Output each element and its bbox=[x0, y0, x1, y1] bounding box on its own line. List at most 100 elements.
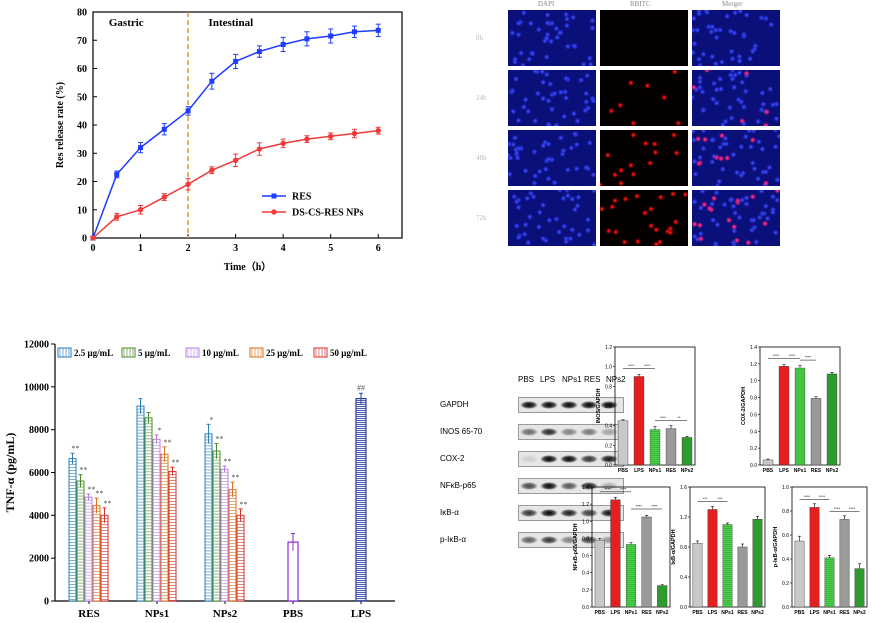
bar bbox=[625, 544, 637, 608]
category-label: PBS bbox=[595, 610, 606, 616]
y-tick-label: 0.4 bbox=[782, 557, 789, 563]
significance-label: ** bbox=[232, 473, 240, 482]
legend-swatch bbox=[121, 347, 136, 358]
category-label: NPs2 bbox=[853, 610, 866, 616]
y-tick-label: 0.4 bbox=[680, 575, 687, 581]
category-label: LPS bbox=[779, 468, 789, 474]
y-tick-label: 0.8 bbox=[605, 384, 612, 390]
legend-label: 10 μg/mL bbox=[202, 348, 239, 358]
data-point bbox=[375, 27, 381, 33]
significance-label: **** bbox=[651, 504, 658, 509]
significance-label: ** bbox=[216, 435, 224, 444]
y-tick-label: 0.0 bbox=[605, 463, 612, 469]
bar bbox=[594, 539, 605, 608]
data-point bbox=[114, 171, 120, 177]
significance-label: ** bbox=[164, 438, 172, 447]
y-axis-label: INOS/GAPDH bbox=[596, 389, 602, 424]
data-point bbox=[233, 58, 239, 64]
y-tick-label: 0.2 bbox=[750, 446, 757, 452]
y-tick-label: 0.4 bbox=[605, 424, 612, 430]
x-tick-label: 6 bbox=[376, 243, 381, 254]
significance-label: ** bbox=[172, 458, 180, 467]
micro-image-merger bbox=[692, 190, 780, 246]
category-label: RES bbox=[666, 468, 677, 474]
annotation-gastric: Gastric bbox=[109, 17, 144, 29]
data-point bbox=[351, 29, 357, 35]
significance-label: **** bbox=[660, 415, 667, 420]
category-label: NPs2 bbox=[751, 610, 764, 616]
micro-image-dapi bbox=[508, 10, 596, 66]
annotation-intestinal: Intestinal bbox=[209, 17, 254, 29]
y-axis-label: TNF-α (pg/mL) bbox=[3, 433, 17, 513]
bar bbox=[68, 458, 77, 602]
data-point bbox=[304, 136, 310, 142]
y-axis-label: Res release rate (%) bbox=[55, 82, 66, 168]
y-tick-label: 1.0 bbox=[605, 365, 612, 371]
legend-label-1: RES bbox=[292, 192, 312, 203]
y-tick-label: 0.6 bbox=[782, 533, 789, 539]
data-point bbox=[328, 33, 334, 39]
western-blot-lane-labels: PBS LPS NPs1 RES NPs2 bbox=[518, 375, 628, 389]
legend-swatch bbox=[313, 347, 328, 358]
bar bbox=[657, 585, 668, 608]
legend-label: 50 μg/mL bbox=[330, 348, 367, 358]
blot-strip bbox=[518, 505, 624, 521]
y-tick-label: 0.8 bbox=[680, 545, 687, 551]
y-tick-label: 0.4 bbox=[582, 571, 589, 577]
micro-column-label: RBITC bbox=[630, 0, 651, 8]
bar bbox=[136, 405, 145, 602]
y-tick-label: 60 bbox=[77, 64, 87, 75]
blot-row: GAPDH bbox=[440, 397, 640, 415]
data-point bbox=[375, 127, 381, 134]
data-point bbox=[327, 133, 334, 139]
western-blot-panel: PBS LPS NPs1 RES NPs2 GAPDH INOS 65-70 COX-2 NF… bbox=[440, 375, 640, 555]
significance-label: **** bbox=[773, 353, 780, 358]
category-label: PBS bbox=[618, 468, 629, 474]
data-point bbox=[114, 214, 120, 220]
significance-label: ** bbox=[96, 489, 104, 498]
micro-row-label: 48h bbox=[476, 154, 487, 162]
data-point bbox=[209, 167, 215, 173]
significance-label: *** bbox=[718, 496, 723, 501]
category-label: LPS bbox=[708, 610, 718, 616]
x-axis-label: Time（h） bbox=[224, 260, 272, 273]
bar bbox=[794, 540, 805, 608]
micro-row-label: 72h bbox=[476, 214, 487, 222]
blot-row: INOS 65-70 bbox=[440, 424, 640, 442]
protein-label: p-IκB-α bbox=[440, 535, 466, 544]
release-rate-chart: 0 10 20 30 40 50 60 70 80 0 1 2 3 4 5 6 Time（h） Res relea… bbox=[55, 8, 403, 273]
y-tick-label: 40 bbox=[77, 121, 87, 132]
significance-label: **** bbox=[805, 355, 812, 360]
x-tick-label: 1 bbox=[138, 243, 143, 254]
legend-swatch bbox=[185, 347, 200, 358]
bar bbox=[752, 519, 763, 608]
bar bbox=[649, 429, 661, 466]
data-point bbox=[185, 181, 191, 188]
bar bbox=[681, 437, 693, 466]
bar bbox=[665, 428, 677, 466]
significance-label: * bbox=[158, 426, 162, 435]
y-axis-label: NFκB-p65/GAPDH bbox=[573, 523, 579, 570]
category-label: LPS bbox=[634, 468, 644, 474]
data-point bbox=[161, 194, 168, 200]
y-tick-label: 0.4 bbox=[750, 429, 757, 435]
legend-marker bbox=[271, 209, 277, 215]
significance-label: **** bbox=[604, 486, 611, 491]
bar bbox=[610, 499, 621, 608]
bar bbox=[707, 509, 718, 608]
significance-label: **** bbox=[819, 494, 826, 499]
protein-label: INOS 65-70 bbox=[440, 427, 483, 436]
category-label: NPs2 bbox=[826, 468, 839, 474]
category-label: NPs2 bbox=[213, 608, 238, 620]
y-tick-label: 1.2 bbox=[582, 502, 589, 508]
bar bbox=[236, 514, 245, 602]
category-label: RES bbox=[811, 468, 822, 474]
y-tick-label: 0.2 bbox=[605, 443, 612, 449]
bar bbox=[84, 496, 93, 602]
blot-row: NFκB-p65 bbox=[440, 478, 640, 496]
lane-label: LPS bbox=[540, 375, 556, 384]
lane-label: NPs1 bbox=[562, 375, 582, 384]
legend-label: 5 μg/mL bbox=[138, 348, 170, 358]
blot-row: p-IκB-α bbox=[440, 532, 640, 550]
micro-image-rbitc bbox=[600, 10, 688, 66]
